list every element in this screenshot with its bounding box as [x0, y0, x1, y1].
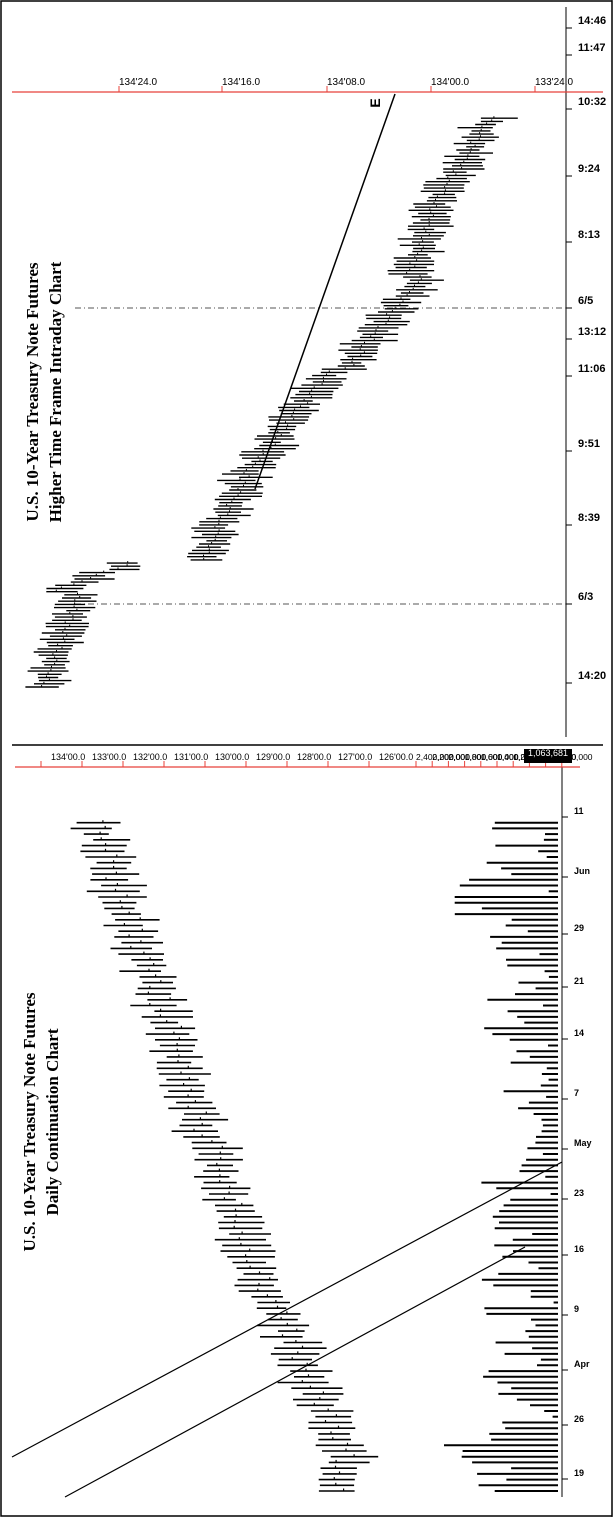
- intraday-trendline: [254, 93, 396, 490]
- daily-price-label: 134'00.0: [51, 752, 85, 762]
- intraday-price-label: 133'24.0: [535, 77, 573, 88]
- intraday-time-label: 9:51: [578, 438, 600, 450]
- daily-date-label: 19: [574, 1468, 584, 1478]
- daily-date-label: Apr: [574, 1359, 590, 1369]
- intraday-time-label: 11:06: [578, 363, 606, 375]
- daily-price-label: 133'00.0: [92, 752, 126, 762]
- daily-date-label: May: [574, 1138, 592, 1148]
- intraday-time-label: 8:13: [578, 229, 600, 241]
- intraday-subtitle: Higher Time Frame Intraday Chart: [46, 261, 65, 522]
- intraday-chart: U.S. 10-Year Treasury Note Futures Highe…: [12, 7, 606, 737]
- daily-title: U.S. 10-Year Treasury Note Futures: [20, 992, 39, 1251]
- daily-date-label: 9: [574, 1304, 579, 1314]
- intraday-price-ticks: 134'24.0 134'16.0 134'08.0 134'00.0 133'24.0: [118, 77, 573, 92]
- daily-price-label: 129'00.0: [256, 752, 290, 762]
- daily-price-label: 127'00.0: [338, 752, 372, 762]
- daily-date-label: 16: [574, 1244, 584, 1254]
- daily-date-label: 23: [574, 1188, 584, 1198]
- daily-date-label: Jun: [574, 866, 590, 876]
- intraday-price-label: 134'08.0: [327, 77, 365, 88]
- intraday-price-bars: [25, 116, 518, 688]
- intraday-time-label: 13:12: [578, 326, 606, 338]
- daily-date-label: 26: [574, 1414, 584, 1424]
- daily-price-label: 130'00.0: [215, 752, 249, 762]
- daily-volume-label: 600,000: [562, 752, 593, 762]
- intraday-price-label: 134'16.0: [222, 77, 260, 88]
- daily-volume-label: 2,000,000: [448, 752, 486, 762]
- daily-upper-trendline: [11, 1161, 563, 1458]
- daily-volume-label: 1,600,000: [481, 752, 519, 762]
- daily-last-volume-flag: 1,063,681: [524, 748, 572, 763]
- daily-chart: U.S. 10-Year Treasury Note Futures Daily…: [11, 748, 593, 1498]
- daily-price-label: 128'00.0: [297, 752, 331, 762]
- intraday-time-label: 14:46: [578, 15, 606, 27]
- daily-date-ticks: 19 26 Apr 9 16 23 May 7 14 21 29 Jun 11: [562, 806, 592, 1480]
- intraday-time-label: 8:39: [578, 512, 600, 524]
- intraday-title: U.S. 10-Year Treasury Note Futures: [23, 262, 42, 521]
- daily-price-label: 132'00.0: [133, 752, 167, 762]
- intraday-time-label: 11:47: [578, 42, 606, 54]
- daily-date-label: 29: [574, 923, 584, 933]
- daily-date-label: 21: [574, 976, 584, 986]
- intraday-time-label: 14:20: [578, 670, 606, 682]
- daily-date-label: 7: [574, 1088, 579, 1098]
- daily-lower-trendline: [64, 1246, 526, 1498]
- trendline-label: E: [367, 98, 383, 107]
- daily-volume-label: 1,400,000: [497, 752, 535, 762]
- daily-price-label: 126'00.0: [379, 752, 413, 762]
- intraday-time-label: 6/5: [578, 295, 593, 307]
- daily-subtitle: Daily Continuation Chart: [43, 1028, 62, 1215]
- intraday-price-label: 134'24.0: [119, 77, 157, 88]
- daily-price-ticks: 134'00.0 133'00.0 132'00.0 131'00.0 130'00.0…: [40, 752, 413, 767]
- daily-volume-bars: [444, 821, 558, 1492]
- daily-last-volume-label: 1,063,681: [528, 748, 568, 758]
- daily-price-bars: [70, 820, 379, 1492]
- daily-price-label: 131'00.0: [174, 752, 208, 762]
- daily-volume-label: 2,200,000: [432, 752, 470, 762]
- daily-date-label: 14: [574, 1028, 584, 1038]
- intraday-price-label: 134'00.0: [431, 77, 469, 88]
- daily-volume-label: 1,800,000: [465, 752, 503, 762]
- intraday-time-label: 6/3: [578, 591, 593, 603]
- rotated-stage: U.S. 10-Year Treasury Note Futures Daily…: [11, 0, 613, 1517]
- intraday-time-label: 10:32: [578, 96, 606, 108]
- intraday-time-ticks: 14:20 6/3 8:39 9:51 11:06 13:12 6/5 8:13 9:24 10:…: [566, 15, 606, 684]
- intraday-time-label: 9:24: [578, 163, 601, 175]
- daily-date-label: 11: [574, 806, 584, 816]
- daily-volume-label: 2,400,000: [416, 752, 454, 762]
